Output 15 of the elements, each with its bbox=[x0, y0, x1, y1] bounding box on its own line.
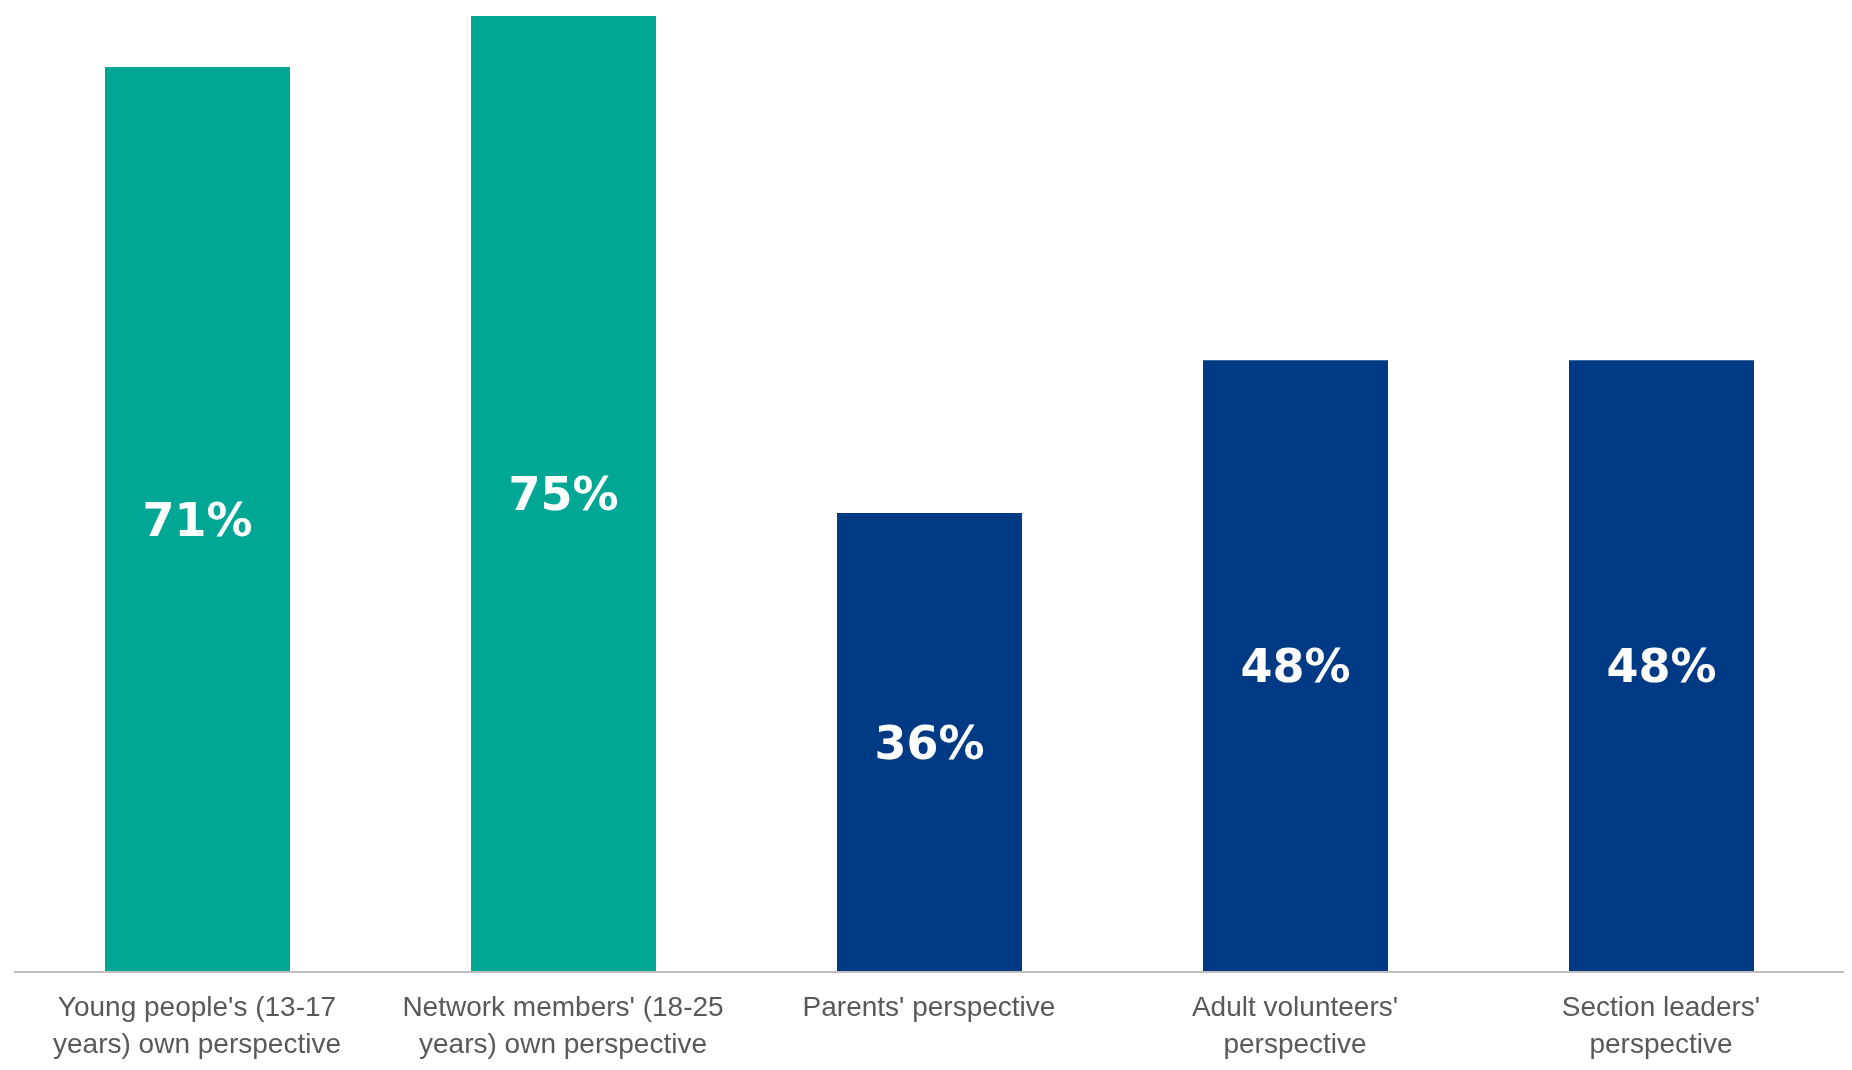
bar bbox=[1569, 360, 1754, 972]
x-tick-label: Network members' (18-25 years) own perspective bbox=[402, 991, 724, 1059]
data-label: 36% bbox=[874, 715, 985, 770]
x-tick-label: Parents' perspective bbox=[802, 991, 1056, 1022]
data-label: 75% bbox=[508, 467, 619, 522]
bar bbox=[105, 66, 290, 972]
x-tick-label: Young people's (13-17 years) own perspective bbox=[53, 991, 341, 1059]
bar bbox=[471, 16, 656, 972]
bar bbox=[1203, 360, 1388, 972]
data-label: 48% bbox=[1606, 639, 1717, 694]
x-tick-label: Section leaders' perspective bbox=[1561, 991, 1761, 1059]
bar bbox=[837, 513, 1022, 972]
x-tick-label: Adult volunteers' perspective bbox=[1191, 991, 1399, 1059]
data-label: 71% bbox=[142, 492, 253, 547]
data-label: 48% bbox=[1240, 639, 1351, 694]
